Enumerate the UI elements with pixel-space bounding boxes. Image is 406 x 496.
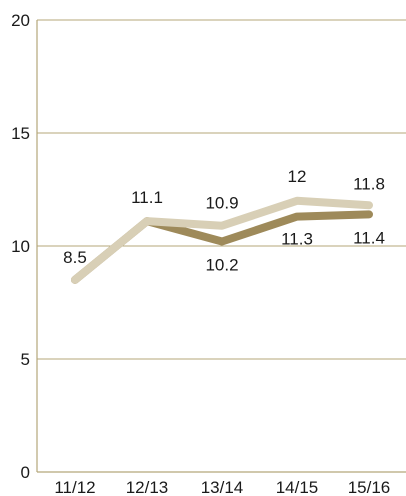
x-tick-label-14-15: 14/15 [276, 478, 319, 496]
x-tick-label-12-13: 12/13 [126, 478, 169, 496]
data-label-s0-0: 8.5 [63, 248, 87, 267]
x-tick-labels: 11/12 12/13 13/14 14/15 15/16 [54, 478, 390, 496]
y-tick-label-15: 15 [11, 124, 30, 143]
data-label-s0-1: 11.1 [131, 188, 163, 207]
series-line-0 [71, 196, 373, 284]
data-label-s0-3: 12 [288, 167, 307, 186]
x-tick-label-15-16: 15/16 [348, 478, 391, 496]
grid-lines [37, 19, 406, 360]
x-tick-label-13-14: 13/14 [201, 478, 244, 496]
x-tick-label-11-12: 11/12 [54, 478, 95, 496]
data-label-s1-3: 11.3 [281, 230, 313, 249]
series-lines [71, 196, 373, 284]
data-label-s1-4: 11.4 [353, 228, 385, 247]
data-label-s0-2: 10.9 [205, 194, 238, 213]
y-tick-label-5: 5 [21, 350, 30, 369]
data-label-s0-4: 11.8 [353, 174, 385, 193]
data-labels: 8.5 11.1 10.9 12 11.8 10.2 11.3 11.4 [63, 167, 385, 275]
y-tick-label-0: 0 [21, 463, 30, 482]
y-tick-label-20: 20 [11, 11, 30, 30]
y-tick-label-10: 10 [11, 237, 30, 256]
y-tick-labels: 0 5 10 15 20 [11, 11, 30, 482]
data-label-s1-2: 10.2 [205, 255, 238, 274]
